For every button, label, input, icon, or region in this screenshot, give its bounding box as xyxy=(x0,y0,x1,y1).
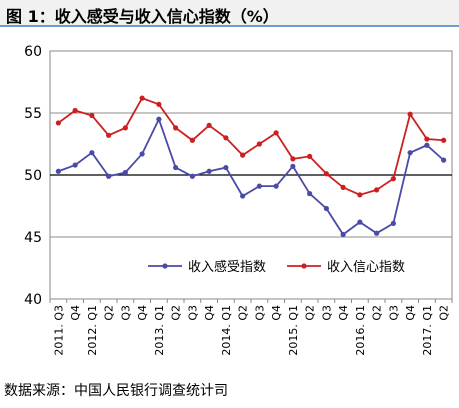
data-point-series-2 xyxy=(72,107,78,114)
x-tick-label: 2011. Q3 xyxy=(52,305,65,356)
y-tick-label: 60 xyxy=(24,44,42,60)
x-tick-label: Q2 xyxy=(371,305,384,321)
data-point-series-2 xyxy=(206,122,212,128)
data-point-series-2 xyxy=(156,101,162,107)
data-point-series-2 xyxy=(173,125,179,131)
data-point-series-1 xyxy=(357,219,363,225)
data-point-series-2 xyxy=(290,156,296,162)
data-point-series-1 xyxy=(139,151,145,157)
y-tick-label: 45 xyxy=(24,230,42,246)
legend-label-1: 收入感受指数 xyxy=(188,259,266,275)
data-point-series-1 xyxy=(273,183,279,189)
x-tick-label: Q4 xyxy=(337,305,350,321)
data-point-series-1 xyxy=(240,193,246,199)
data-point-series-1 xyxy=(340,231,346,238)
data-point-series-2 xyxy=(139,95,145,101)
x-tick-label: 2013. Q1 xyxy=(153,305,166,356)
x-tick-label: 2015. Q1 xyxy=(287,305,300,356)
y-tick-label: 55 xyxy=(24,106,42,122)
data-point-series-1 xyxy=(173,164,179,171)
data-point-series-2 xyxy=(374,187,380,193)
data-point-series-1 xyxy=(290,163,296,169)
title-bar: 图 1：收入感受与收入信心指数（%） xyxy=(0,0,459,27)
data-point-series-1 xyxy=(407,150,413,156)
data-point-series-1 xyxy=(390,220,396,226)
data-point-series-2 xyxy=(55,120,61,126)
data-point-series-1 xyxy=(156,116,162,122)
x-tick-label: Q2 xyxy=(438,305,451,321)
series-line-1 xyxy=(58,116,445,236)
data-point-series-2 xyxy=(357,192,363,198)
data-source: 数据来源：中国人民银行调查统计司 xyxy=(4,383,228,399)
data-point-series-1 xyxy=(424,142,430,148)
data-point-series-2 xyxy=(307,153,313,159)
data-point-series-1 xyxy=(206,168,212,174)
legend-label-2: 收入信心指数 xyxy=(327,260,405,275)
x-tick-label: Q2 xyxy=(103,305,116,321)
x-tick-label: Q4 xyxy=(136,305,149,321)
x-tick-label: 2014. Q1 xyxy=(220,305,233,356)
figure-title: 图 1：收入感受与收入信心指数（%） xyxy=(6,7,279,26)
data-point-series-1 xyxy=(122,169,128,176)
data-point-series-2 xyxy=(189,137,195,143)
chart-container: 40 45 50 55 60 2011. Q3 Q4 2012. Q1 Q2 Q3 Q4 2013. … xyxy=(0,32,459,377)
data-point-series-1 xyxy=(256,183,262,189)
data-point-series-2 xyxy=(441,137,447,143)
x-tick-label: Q4 xyxy=(69,305,82,321)
data-point-series-2 xyxy=(323,171,329,177)
data-point-series-1 xyxy=(106,173,112,179)
data-point-series-1 xyxy=(223,164,229,171)
data-point-series-2 xyxy=(223,135,229,141)
x-tick-label: Q3 xyxy=(320,305,333,321)
data-point-series-1 xyxy=(323,205,329,212)
x-tick-label: Q3 xyxy=(186,305,199,321)
y-tick-label: 50 xyxy=(24,168,42,184)
data-point-series-2 xyxy=(89,112,95,119)
data-point-series-2 xyxy=(256,141,262,147)
x-tick-label: 2016. Q1 xyxy=(354,305,367,356)
data-point-series-2 xyxy=(240,152,246,158)
legend-marker-2 xyxy=(301,263,307,269)
data-point-series-2 xyxy=(407,111,413,117)
x-tick-label: 2012. Q1 xyxy=(86,305,99,356)
data-point-series-1 xyxy=(55,168,61,174)
x-tick-label: Q2 xyxy=(304,305,317,321)
data-point-series-1 xyxy=(72,162,78,168)
data-point-series-1 xyxy=(189,173,195,179)
x-tick-label: Q3 xyxy=(387,305,400,321)
data-point-series-2 xyxy=(390,176,396,182)
x-tick-label: Q4 xyxy=(203,305,216,321)
x-tick-label: Q2 xyxy=(170,305,183,321)
data-point-series-2 xyxy=(424,136,430,142)
x-tick-label: Q3 xyxy=(119,305,132,321)
data-point-series-2 xyxy=(106,132,112,138)
series-line-2 xyxy=(57,97,444,196)
data-point-series-1 xyxy=(307,191,313,197)
x-tick-label: Q4 xyxy=(404,305,417,321)
y-tick-label: 40 xyxy=(24,292,42,308)
x-tick-label: 2017. Q1 xyxy=(421,305,434,356)
legend-marker-1 xyxy=(162,263,168,269)
x-tick-label: Q4 xyxy=(270,305,283,321)
data-point-series-1 xyxy=(374,230,380,236)
data-point-series-2 xyxy=(340,184,346,190)
data-point-series-2 xyxy=(122,125,128,131)
data-point-series-1 xyxy=(441,157,447,163)
x-tick-label: Q3 xyxy=(253,305,266,321)
x-tick-label: Q2 xyxy=(237,305,250,321)
data-point-series-1 xyxy=(89,150,95,156)
data-point-series-2 xyxy=(273,130,279,136)
